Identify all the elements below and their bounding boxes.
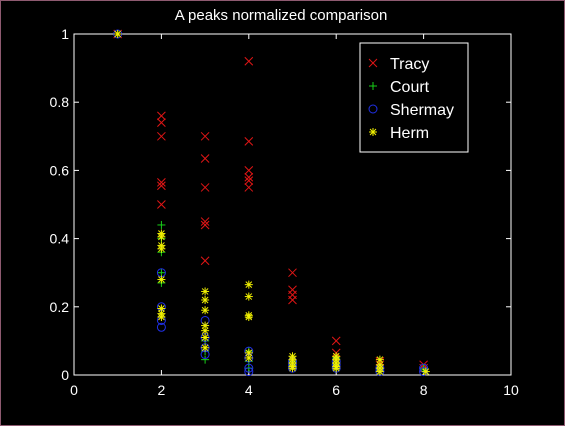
data-point xyxy=(157,275,166,284)
data-point xyxy=(200,256,210,266)
data-point xyxy=(244,363,254,373)
legend-box xyxy=(359,42,469,153)
legend-label: Herm xyxy=(390,125,429,142)
data-points xyxy=(113,29,430,377)
data-point xyxy=(421,367,430,376)
data-point xyxy=(113,30,122,38)
x-tick-label: 2 xyxy=(158,382,166,398)
data-point xyxy=(244,313,253,322)
y-tick-label: 0.6 xyxy=(50,162,70,178)
data-point xyxy=(200,183,210,192)
data-point xyxy=(244,56,254,66)
data-point xyxy=(201,355,210,364)
data-point xyxy=(200,131,210,141)
y-tick-label: 0.2 xyxy=(50,299,70,315)
series-herm xyxy=(113,30,430,376)
legend-marker xyxy=(368,104,378,114)
x-tick-label: 0 xyxy=(70,382,78,398)
legend-item-tracy: Tracy xyxy=(368,56,429,73)
data-point xyxy=(157,244,166,253)
data-point xyxy=(244,176,254,185)
data-point xyxy=(288,268,297,278)
legend-marker xyxy=(369,128,377,136)
data-point xyxy=(244,280,253,289)
data-point xyxy=(244,166,254,175)
data-point xyxy=(157,313,166,322)
data-point xyxy=(157,232,166,241)
data-point xyxy=(288,295,297,305)
x-tick-label: 10 xyxy=(503,382,519,398)
y-tick-label: 0.8 xyxy=(50,94,70,110)
data-point xyxy=(201,306,210,315)
data-point xyxy=(201,333,210,342)
axis-ticks: 0 2 4 6 8 10 0 0.2 0.4 0.6 0.8 1 xyxy=(50,26,519,398)
data-point xyxy=(157,177,166,187)
data-point xyxy=(157,268,166,277)
data-point xyxy=(244,172,254,182)
data-point xyxy=(201,287,210,296)
data-point xyxy=(288,364,297,373)
data-point xyxy=(244,292,253,301)
data-point xyxy=(244,137,254,146)
x-tick-label: 6 xyxy=(332,382,340,398)
data-point xyxy=(200,220,210,230)
data-point xyxy=(157,131,166,141)
data-point xyxy=(200,154,210,163)
legend-label: Shermay xyxy=(390,102,454,119)
data-point xyxy=(332,364,341,373)
data-point xyxy=(156,322,166,332)
y-tick-label: 0 xyxy=(61,367,69,383)
chart-title: A peaks normalized comparison xyxy=(175,7,388,24)
data-point xyxy=(331,336,341,346)
x-tick-label: 4 xyxy=(245,382,253,398)
legend: Tracy Court Shermay Herm xyxy=(359,42,469,153)
data-point xyxy=(157,118,166,128)
data-point xyxy=(201,321,210,330)
y-tick-label: 0.4 xyxy=(50,231,70,247)
data-point xyxy=(375,367,384,376)
data-point xyxy=(200,217,210,226)
data-point xyxy=(201,326,210,335)
legend-item-shermay: Shermay xyxy=(368,102,454,119)
legend-label: Tracy xyxy=(390,56,429,73)
data-point xyxy=(157,220,166,229)
y-tick-label: 1 xyxy=(61,26,69,42)
legend-item-court: Court xyxy=(369,79,430,96)
data-point xyxy=(201,343,210,352)
legend-marker xyxy=(369,82,377,90)
data-point xyxy=(244,353,253,362)
legend-marker xyxy=(368,58,378,68)
data-point xyxy=(201,295,210,304)
legend-label: Court xyxy=(390,79,430,96)
data-point xyxy=(157,181,166,191)
data-point xyxy=(157,111,166,121)
axes-box xyxy=(73,33,512,376)
data-point xyxy=(244,367,254,377)
data-point xyxy=(419,363,429,373)
data-point xyxy=(244,183,254,192)
data-point xyxy=(157,200,166,209)
legend-item-herm: Herm xyxy=(369,125,429,142)
x-tick-label: 8 xyxy=(420,382,428,398)
